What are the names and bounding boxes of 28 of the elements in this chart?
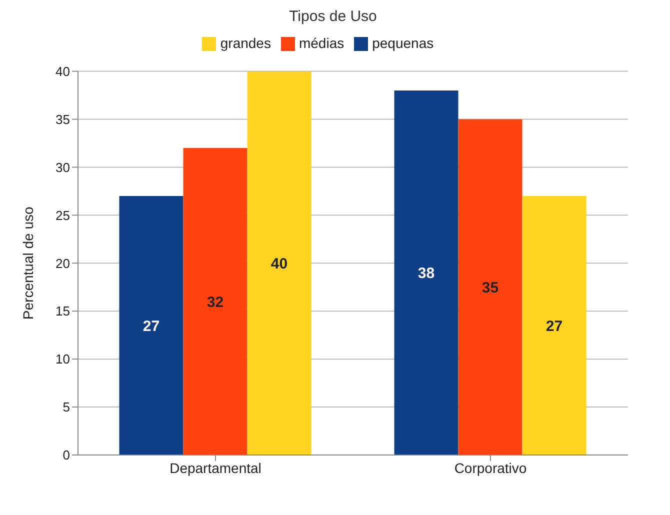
bar [522, 196, 586, 455]
data-label: 27 [546, 318, 563, 335]
data-label: 32 [206, 294, 224, 311]
data-label: 40 [270, 255, 288, 272]
y-tick-label: 25 [56, 208, 70, 223]
chart-title: Tipos de Uso [288, 8, 378, 25]
y-tick-label: 5 [62, 400, 70, 415]
y-tick-label: 35 [56, 112, 70, 127]
bar [247, 71, 312, 455]
legend-label: médias [298, 35, 344, 51]
legend-label: pequenas [372, 35, 434, 51]
x-tick-label: Departamental [170, 460, 262, 476]
y-tick-label: 15 [56, 304, 70, 319]
y-axis-title: Percentual de uso [20, 206, 36, 320]
y-tick-label: 0 [62, 448, 70, 463]
legend-label: grandes [220, 35, 271, 51]
data-label: 38 [418, 265, 435, 282]
bar [458, 119, 522, 455]
x-tick-label: Corporativo [454, 460, 527, 476]
bar [119, 196, 184, 455]
data-label: 35 [482, 279, 499, 296]
data-label: 27 [142, 318, 160, 335]
y-tick-label: 40 [56, 64, 70, 79]
bar [183, 148, 248, 455]
y-tick-label: 20 [56, 256, 70, 271]
y-tick-label: 10 [56, 352, 70, 367]
bar [394, 90, 458, 455]
y-tick-label: 30 [56, 160, 70, 175]
